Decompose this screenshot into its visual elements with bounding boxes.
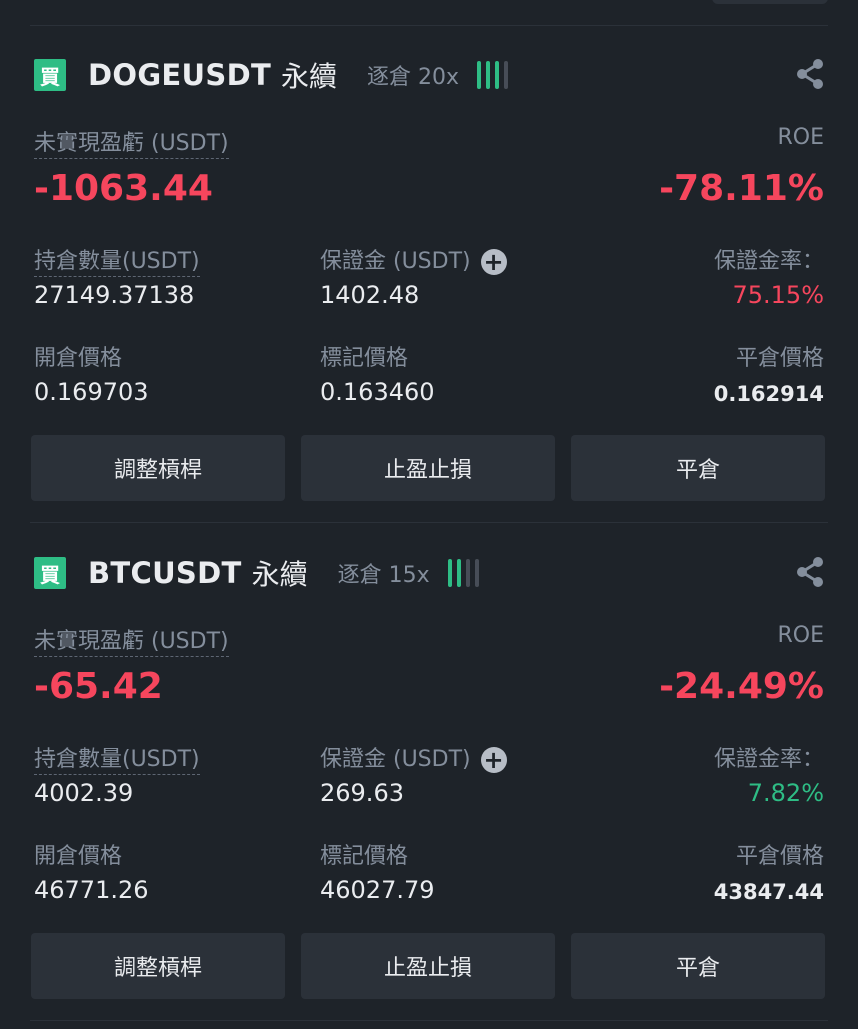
side-badge: 買 [34, 59, 66, 91]
tp-sl-button[interactable]: 止盈止損 [301, 933, 555, 999]
position-size-value: 27149.37138 [34, 281, 195, 309]
position-size-label[interactable]: 持倉數量(USDT) [34, 243, 200, 277]
margin-label-group: 保證金 (USDT) + [320, 741, 507, 773]
plus-circle-icon[interactable]: + [480, 249, 507, 275]
adl-indicator [477, 61, 509, 89]
adl-bar [504, 61, 509, 89]
liquidation-price-label: 平倉價格 [735, 346, 824, 371]
unrealized-pnl-label[interactable]: 未實現盈虧 (USDT) [34, 623, 229, 657]
close-position-button[interactable]: 平倉 [571, 435, 825, 501]
margin-label: 保證金 (USDT) [320, 747, 471, 772]
roe-value: -24.49% [659, 666, 824, 707]
divider [30, 1020, 828, 1021]
mark-price-value: 46027.79 [320, 876, 435, 904]
position-header: 買 BTCUSDT 永續 逐倉 15x [34, 556, 479, 591]
adl-bar [486, 61, 491, 89]
liquidation-price-value: 43847.44 [713, 880, 824, 904]
adl-bar [477, 61, 482, 89]
roe-label: ROE [777, 623, 824, 648]
close-position-button[interactable]: 平倉 [571, 933, 825, 999]
entry-price-label: 開倉價格 [34, 844, 123, 869]
unrealized-pnl-value: -65.42 [34, 666, 163, 707]
margin-label: 保證金 (USDT) [320, 249, 471, 274]
adjust-leverage-button[interactable]: 調整槓桿 [31, 435, 285, 501]
tp-sl-button[interactable]: 止盈止損 [301, 435, 555, 501]
margin-ratio-label: 保證金率： [713, 747, 824, 772]
unrealized-pnl-value: -1063.44 [34, 168, 213, 209]
divider [30, 25, 828, 26]
contract-type: 永續 [281, 60, 338, 93]
adl-bar [474, 559, 479, 587]
adl-bar [456, 559, 461, 587]
mark-price-label: 標記價格 [320, 346, 409, 371]
adl-bar [465, 559, 470, 587]
symbol[interactable]: DOGEUSDT [88, 58, 272, 92]
margin-mode-leverage: 逐倉 15x [337, 563, 430, 588]
margin-ratio-value: 75.15% [732, 281, 824, 309]
entry-price-label: 開倉價格 [34, 346, 123, 371]
entry-price-value: 46771.26 [34, 876, 149, 904]
margin-mode-leverage: 逐倉 20x [367, 65, 460, 90]
position-size-label[interactable]: 持倉數量(USDT) [34, 741, 200, 775]
symbol[interactable]: BTCUSDT [88, 556, 242, 590]
top-button-edge[interactable] [712, 0, 828, 4]
adl-bar [495, 61, 500, 89]
roe-value: -78.11% [659, 168, 824, 209]
mark-price-value: 0.163460 [320, 378, 435, 406]
share-icon[interactable] [794, 556, 826, 588]
position-size-value: 4002.39 [34, 779, 134, 807]
position-header: 買 DOGEUSDT 永續 逐倉 20x [34, 58, 509, 93]
share-icon[interactable] [794, 58, 826, 90]
mark-price-label: 標記價格 [320, 844, 409, 869]
margin-label-group: 保證金 (USDT) + [320, 243, 507, 275]
margin-value: 1402.48 [320, 281, 420, 309]
contract-type: 永續 [251, 558, 308, 591]
side-badge: 買 [34, 557, 66, 589]
margin-ratio-label: 保證金率： [713, 249, 824, 274]
margin-value: 269.63 [320, 779, 404, 807]
plus-circle-icon[interactable]: + [480, 747, 507, 773]
margin-ratio-value: 7.82% [747, 779, 824, 807]
unrealized-pnl-label[interactable]: 未實現盈虧 (USDT) [34, 125, 229, 159]
adl-bar [447, 559, 452, 587]
adl-indicator [447, 559, 479, 587]
adjust-leverage-button[interactable]: 調整槓桿 [31, 933, 285, 999]
liquidation-price-value: 0.162914 [713, 382, 824, 406]
entry-price-value: 0.169703 [34, 378, 149, 406]
divider [30, 522, 828, 523]
liquidation-price-label: 平倉價格 [735, 844, 824, 869]
roe-label: ROE [777, 125, 824, 150]
